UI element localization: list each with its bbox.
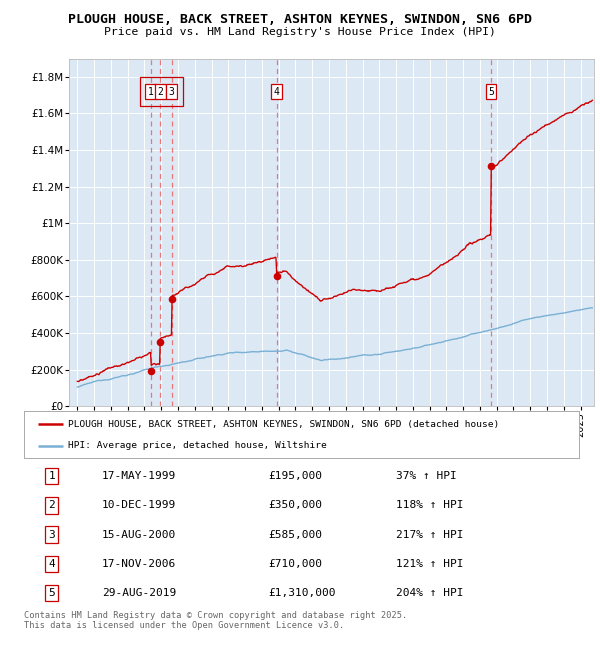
Text: 15-AUG-2000: 15-AUG-2000 xyxy=(102,530,176,540)
Text: 2: 2 xyxy=(157,86,163,97)
Text: 5: 5 xyxy=(488,86,494,97)
Text: 118% ↑ HPI: 118% ↑ HPI xyxy=(396,500,463,510)
Text: 204% ↑ HPI: 204% ↑ HPI xyxy=(396,588,463,598)
Text: 4: 4 xyxy=(49,559,55,569)
Text: 3: 3 xyxy=(49,530,55,540)
Text: 29-AUG-2019: 29-AUG-2019 xyxy=(102,588,176,598)
Text: 17-MAY-1999: 17-MAY-1999 xyxy=(102,471,176,481)
Text: £1,310,000: £1,310,000 xyxy=(268,588,336,598)
Text: 37% ↑ HPI: 37% ↑ HPI xyxy=(396,471,457,481)
Text: 121% ↑ HPI: 121% ↑ HPI xyxy=(396,559,463,569)
Text: Price paid vs. HM Land Registry's House Price Index (HPI): Price paid vs. HM Land Registry's House … xyxy=(104,27,496,37)
Text: Contains HM Land Registry data © Crown copyright and database right 2025.
This d: Contains HM Land Registry data © Crown c… xyxy=(24,611,407,630)
Text: 2: 2 xyxy=(49,500,55,510)
Text: 1: 1 xyxy=(49,471,55,481)
Text: £585,000: £585,000 xyxy=(268,530,322,540)
Text: 17-NOV-2006: 17-NOV-2006 xyxy=(102,559,176,569)
Bar xyxy=(140,77,183,107)
Text: 10-DEC-1999: 10-DEC-1999 xyxy=(102,500,176,510)
Text: £710,000: £710,000 xyxy=(268,559,322,569)
Text: 5: 5 xyxy=(49,588,55,598)
Text: PLOUGH HOUSE, BACK STREET, ASHTON KEYNES, SWINDON, SN6 6PD (detached house): PLOUGH HOUSE, BACK STREET, ASHTON KEYNES… xyxy=(68,420,500,428)
Text: PLOUGH HOUSE, BACK STREET, ASHTON KEYNES, SWINDON, SN6 6PD: PLOUGH HOUSE, BACK STREET, ASHTON KEYNES… xyxy=(68,13,532,26)
Text: £195,000: £195,000 xyxy=(268,471,322,481)
Text: HPI: Average price, detached house, Wiltshire: HPI: Average price, detached house, Wilt… xyxy=(68,441,327,450)
Text: 217% ↑ HPI: 217% ↑ HPI xyxy=(396,530,463,540)
Text: 1: 1 xyxy=(148,86,154,97)
Text: 4: 4 xyxy=(274,86,280,97)
Text: £350,000: £350,000 xyxy=(268,500,322,510)
Text: 3: 3 xyxy=(169,86,175,97)
